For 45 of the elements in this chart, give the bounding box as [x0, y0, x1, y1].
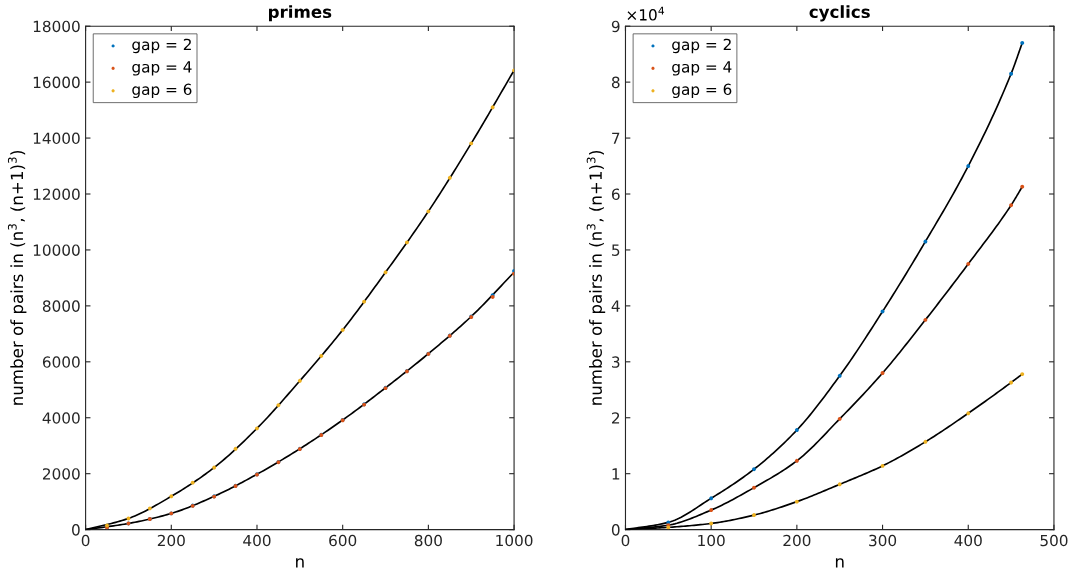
chart-title: cyclics	[809, 5, 870, 22]
legend-label: gap = 4	[132, 61, 192, 76]
text: ×10$^{4}$	[627, 6, 665, 21]
y-tick-label: 6000	[42, 356, 80, 368]
y-tick-label: 14000	[33, 132, 80, 145]
x-tick-label: 200	[783, 534, 811, 547]
x-tick-label: 0	[621, 534, 630, 547]
y-tick-label: 5	[612, 244, 620, 256]
y-tick-label: 2	[612, 412, 620, 424]
legend-label: gap = 2	[132, 38, 191, 54]
y-tick-label: 2000	[42, 468, 80, 480]
y-tick-label: 8000	[42, 300, 80, 312]
y-tick-label: 1	[612, 468, 620, 480]
y-axis-title: number of pairs in (n$^{3}$, (n+1)$^{3}$)	[586, 150, 606, 405]
y-tick-label: 6	[611, 188, 620, 201]
x-axis-title: n	[835, 558, 844, 568]
x-tick-label: 800	[414, 534, 442, 547]
y-tick-label: 7	[612, 132, 620, 144]
x-tick-label: 0	[81, 534, 90, 547]
x-tick-label: 500	[1040, 534, 1068, 547]
y-tick-label: 0	[611, 524, 620, 536]
x-tick-label: 400	[243, 534, 271, 547]
x-axis-title: n	[296, 558, 304, 568]
x-tick-label: 600	[329, 534, 357, 547]
y-axis-title: number of pairs in (n$^{3}$, (n+1)$^{3}$)	[7, 150, 27, 405]
y-tick-label: 10000	[33, 244, 80, 256]
legend-label: gap = 6	[672, 83, 732, 99]
y-tick-label: 4	[611, 300, 620, 312]
x-tick-label: 100	[698, 534, 725, 547]
y-tick-label: 3	[612, 356, 620, 368]
x-tick-label: 400	[954, 534, 982, 547]
y-tick-label: 16000	[33, 76, 80, 89]
x-tick-label: 300	[869, 534, 897, 547]
x-tick-label: 200	[157, 534, 185, 547]
chart-title: primes	[269, 5, 332, 22]
legend-label: gap = 6	[132, 83, 192, 99]
y-tick-label: 18000	[33, 20, 80, 33]
legend-label: gap = 4	[672, 61, 732, 76]
legend-label: gap = 2	[672, 38, 731, 54]
x-tick-label: 1000	[496, 534, 533, 547]
y-tick-label: 12000	[33, 188, 80, 201]
y-tick-label: 9	[611, 20, 620, 33]
y-tick-label: 0	[72, 524, 80, 536]
y-tick-label: 8	[611, 76, 620, 89]
y-tick-label: 4000	[42, 412, 80, 424]
